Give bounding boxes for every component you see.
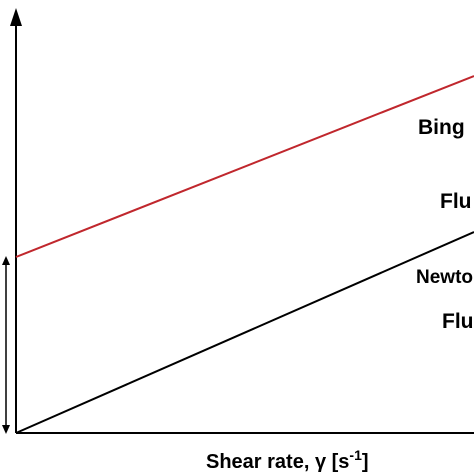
newtonian-label-line1: Newto [416,267,473,288]
x-axis-label-suffix: ] [362,451,369,473]
bingham-label-line1: Bing [418,116,465,139]
y-axis-arrow-icon [10,8,22,26]
bingham-label-line2: Flu [440,190,472,213]
x-axis-label: Shear rate, γ [s-1] [206,447,369,473]
bingham-line [15,75,474,258]
yield-stress-arrow-top-icon [2,256,10,265]
yield-stress-arrow-bottom-icon [2,425,10,434]
newtonian-line [15,231,474,434]
x-axis-label-superscript: -1 [349,447,362,463]
newtonian-label-line2: Flu [442,310,474,333]
